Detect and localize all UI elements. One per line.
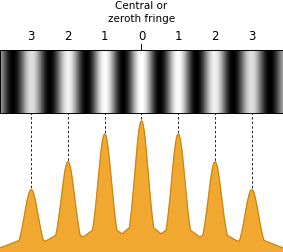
Text: 2: 2 xyxy=(64,30,72,43)
Text: 0: 0 xyxy=(138,30,145,43)
Text: 1: 1 xyxy=(175,30,182,43)
Text: zeroth fringe: zeroth fringe xyxy=(108,14,175,24)
Text: Central or: Central or xyxy=(115,1,168,11)
Text: 3: 3 xyxy=(27,30,35,43)
Bar xyxy=(0,50,283,113)
Text: 3: 3 xyxy=(248,30,256,43)
Text: 1: 1 xyxy=(101,30,108,43)
Text: 2: 2 xyxy=(211,30,219,43)
